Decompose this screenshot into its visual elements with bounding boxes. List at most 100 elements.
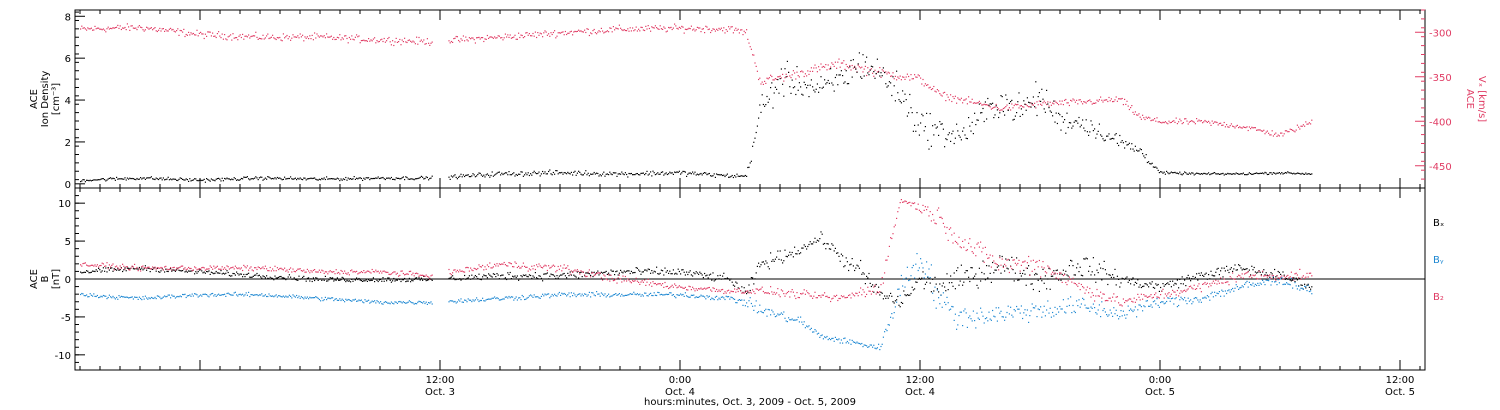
data-point — [657, 283, 659, 285]
data-point — [370, 301, 372, 303]
data-point — [364, 299, 366, 301]
data-point — [399, 278, 401, 281]
data-point — [520, 171, 522, 173]
data-point — [983, 273, 985, 275]
data-point — [642, 29, 644, 31]
data-point — [719, 290, 721, 292]
data-point — [176, 267, 178, 269]
data-point — [164, 271, 166, 273]
data-point — [992, 309, 994, 312]
data-point — [696, 272, 698, 274]
data-point — [629, 281, 631, 283]
data-point — [909, 279, 911, 281]
data-point — [933, 299, 935, 302]
data-point — [236, 179, 238, 181]
data-point — [917, 124, 919, 126]
data-point — [976, 312, 978, 314]
data-point — [234, 37, 236, 39]
data-point — [1277, 279, 1279, 281]
data-point — [189, 294, 191, 296]
data-point — [306, 296, 308, 298]
data-point — [674, 295, 676, 298]
data-point — [1064, 311, 1066, 313]
data-point — [189, 267, 191, 270]
data-point — [327, 297, 329, 299]
data-point — [702, 277, 704, 279]
data-point — [899, 75, 901, 77]
data-point — [963, 310, 965, 312]
data-point — [1013, 309, 1015, 311]
data-point — [958, 284, 960, 286]
data-point — [1305, 121, 1307, 123]
data-point — [378, 302, 380, 304]
data-point — [1124, 98, 1126, 100]
data-point — [624, 275, 626, 278]
data-point — [560, 294, 562, 296]
data-point — [198, 295, 200, 297]
data-point — [473, 39, 475, 41]
data-point — [101, 262, 103, 264]
data-point — [536, 264, 538, 266]
data-point — [567, 32, 569, 34]
data-point — [359, 279, 361, 281]
data-point — [1263, 269, 1265, 271]
data-point — [1284, 130, 1286, 132]
data-point — [496, 273, 498, 275]
data-point — [467, 174, 469, 176]
data-point — [633, 291, 635, 293]
data-point — [608, 274, 610, 276]
data-point — [80, 271, 82, 273]
data-point — [1014, 103, 1016, 105]
data-point — [1144, 283, 1146, 285]
data-point — [671, 273, 673, 275]
data-point — [197, 296, 199, 298]
data-point — [333, 36, 335, 39]
data-point — [957, 97, 959, 99]
data-point — [650, 272, 652, 274]
data-point — [200, 31, 202, 33]
data-point — [804, 73, 806, 75]
data-point — [581, 174, 583, 176]
data-point — [1083, 298, 1085, 301]
data-point — [396, 177, 398, 179]
data-point — [831, 337, 833, 340]
data-point — [1071, 100, 1073, 102]
data-point — [1205, 272, 1207, 274]
data-point — [1038, 100, 1040, 102]
data-point — [720, 27, 722, 29]
data-point — [224, 293, 226, 295]
data-point — [909, 93, 911, 96]
data-point — [640, 26, 642, 28]
data-point — [822, 86, 824, 88]
data-point — [1196, 273, 1198, 275]
data-point — [389, 41, 391, 43]
data-point — [872, 66, 874, 68]
data-point — [551, 265, 553, 267]
data-point — [716, 28, 718, 30]
data-point — [770, 314, 772, 316]
data-point — [369, 271, 371, 273]
data-point — [778, 92, 780, 94]
data-point — [870, 285, 872, 288]
data-point — [302, 270, 304, 272]
data-point — [610, 274, 612, 276]
data-point — [1025, 104, 1027, 106]
data-point — [1271, 273, 1273, 275]
data-point — [675, 272, 677, 274]
data-point — [266, 178, 268, 180]
data-point — [920, 77, 922, 79]
data-point — [755, 131, 757, 134]
data-point — [584, 274, 586, 276]
data-point — [1041, 88, 1043, 90]
data-point — [243, 273, 245, 276]
data-point — [796, 253, 798, 255]
data-point — [753, 141, 755, 143]
data-point — [1113, 307, 1115, 309]
data-point — [1232, 270, 1234, 272]
data-point — [201, 179, 203, 182]
data-point — [87, 270, 89, 272]
data-point — [230, 267, 232, 269]
data-point — [782, 313, 784, 315]
data-point — [1210, 124, 1212, 126]
data-point — [388, 302, 390, 304]
